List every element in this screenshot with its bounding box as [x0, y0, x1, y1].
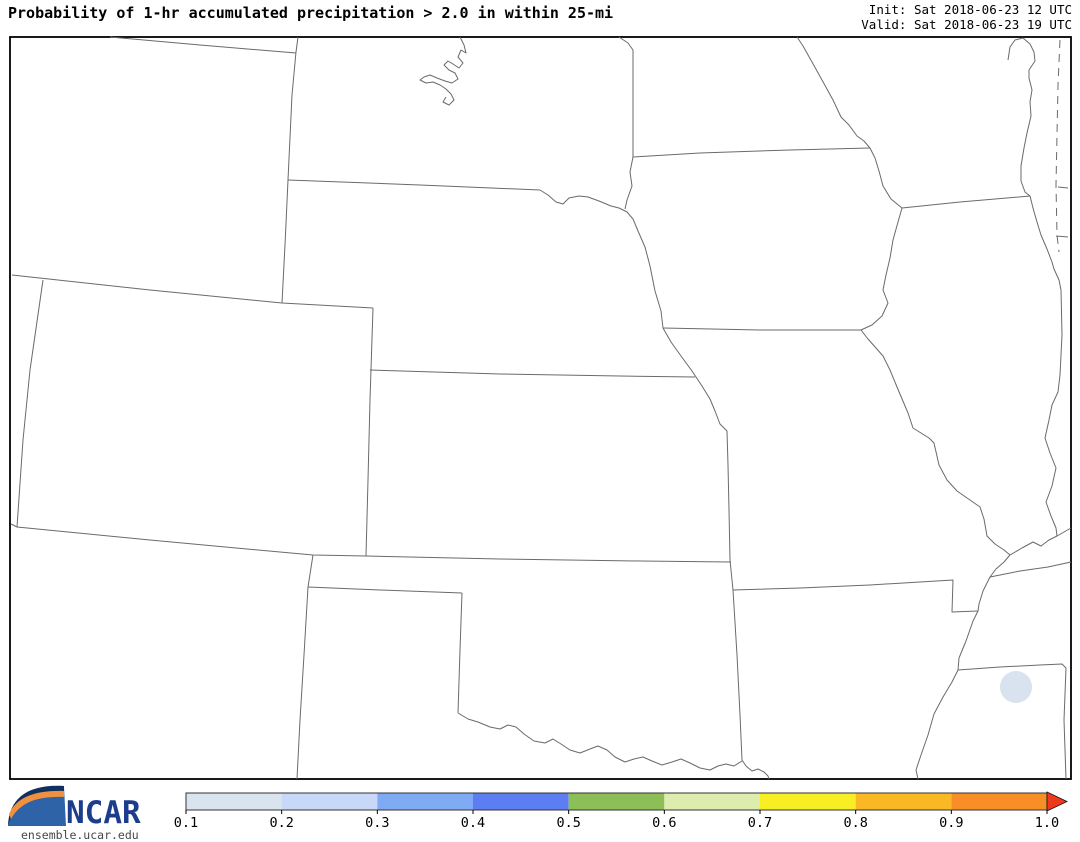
- border-mn-sd: [618, 36, 634, 157]
- border-ne-ks-40n: [369, 369, 696, 378]
- colorbar-tick-label: 0.3: [365, 815, 389, 831]
- colorbar-segment: [760, 793, 856, 810]
- ohio-river: [1009, 527, 1072, 556]
- border-nm-tx-103w: [296, 586, 309, 780]
- colorbar-tick-label: 0.4: [461, 815, 485, 831]
- border-nm-ok-103w: [307, 554, 314, 588]
- border-ia-mo: [662, 327, 861, 331]
- colorbar-segment: [281, 793, 378, 810]
- border-mt-nd-sd-wy-104w: [281, 36, 299, 304]
- probability-contour-marker: [1000, 671, 1032, 703]
- colorbar-tick-label: 0.9: [939, 815, 963, 831]
- border-sd-ne-43n: [287, 179, 541, 191]
- site-url: ensemble.ucar.edu: [21, 828, 139, 842]
- border-mt-wy-45n: [109, 36, 297, 54]
- lake-michigan-state-boundary-dashed: [1055, 39, 1061, 253]
- colorbar-segment: [855, 793, 952, 810]
- probability-colorbar: 0.1 0.2 0.3 0.4 0.5 0.6 0.7 0.8 0.9 1.0: [174, 791, 1068, 831]
- mississippi-river-upper: [796, 36, 871, 149]
- timestamp-block: Init: Sat 2018-06-23 12 UTC Valid: Sat 2…: [861, 2, 1072, 32]
- init-timestamp: Init: Sat 2018-06-23 12 UTC: [868, 2, 1072, 17]
- colorbar-segment: [664, 793, 760, 810]
- lake-oahe-shore: [419, 36, 467, 106]
- lake-boundary-tick-1: [1057, 186, 1069, 189]
- colorbar-tick-label: 0.2: [269, 815, 293, 831]
- colorbar-tick-label: 0.7: [748, 815, 772, 831]
- colorbar-segment: [377, 793, 473, 810]
- map-frame: [9, 36, 1072, 780]
- border-tx-ok-100w: [457, 592, 463, 714]
- border-ky-tn: [989, 561, 1072, 578]
- border-co-ut: [16, 279, 44, 528]
- colorbar-segment: [568, 793, 665, 810]
- valid-timestamp: Valid: Sat 2018-06-23 19 UTC: [861, 17, 1072, 32]
- colorbar-tick-label: 0.8: [843, 815, 867, 831]
- border-tn-ms-35n: [957, 663, 1067, 671]
- colorbar-tick-label: 0.1: [174, 815, 198, 831]
- border-wi-il: [901, 195, 1031, 209]
- logo-swoosh-navy: [8, 785, 64, 826]
- colorbar-segment: [186, 793, 282, 810]
- border-co-ks-102w: [365, 307, 374, 557]
- border-ms-al: [1063, 667, 1067, 780]
- lake-michigan-shore: [1007, 37, 1062, 291]
- big-sioux-river: [624, 156, 634, 210]
- colorbar-tick-label: 0.5: [556, 815, 580, 831]
- colorbar-segment: [473, 793, 569, 810]
- state-borders-layer: [9, 36, 1072, 780]
- border-mn-ia: [632, 147, 871, 158]
- colorbar-tick-label: 1.0: [1035, 815, 1059, 831]
- colorbar-arrowhead: [1046, 791, 1068, 812]
- colorbar-segment: [951, 793, 1047, 810]
- ncar-logo: NCAR ensemble.ucar.edu: [8, 785, 141, 842]
- lake-boundary-tick-2: [1055, 235, 1069, 238]
- logo-swoosh-orange: [9, 790, 64, 819]
- red-river: [457, 712, 743, 771]
- ncar-wordmark: NCAR: [66, 795, 141, 831]
- page-title: Probability of 1-hr accumulated precipit…: [8, 4, 614, 22]
- missouri-river-ks-mo-ok-ar: [539, 189, 770, 780]
- mississippi-river-main: [860, 147, 1011, 780]
- border-ok-panhandle-tx: [307, 586, 463, 594]
- border-mo-ar-bootheel: [732, 579, 979, 613]
- border-il-in-wabash-river: [1044, 289, 1063, 537]
- parallel-41n-ut-wy-co-ne: [11, 274, 374, 309]
- colorbar-tick-label: 0.6: [652, 815, 676, 831]
